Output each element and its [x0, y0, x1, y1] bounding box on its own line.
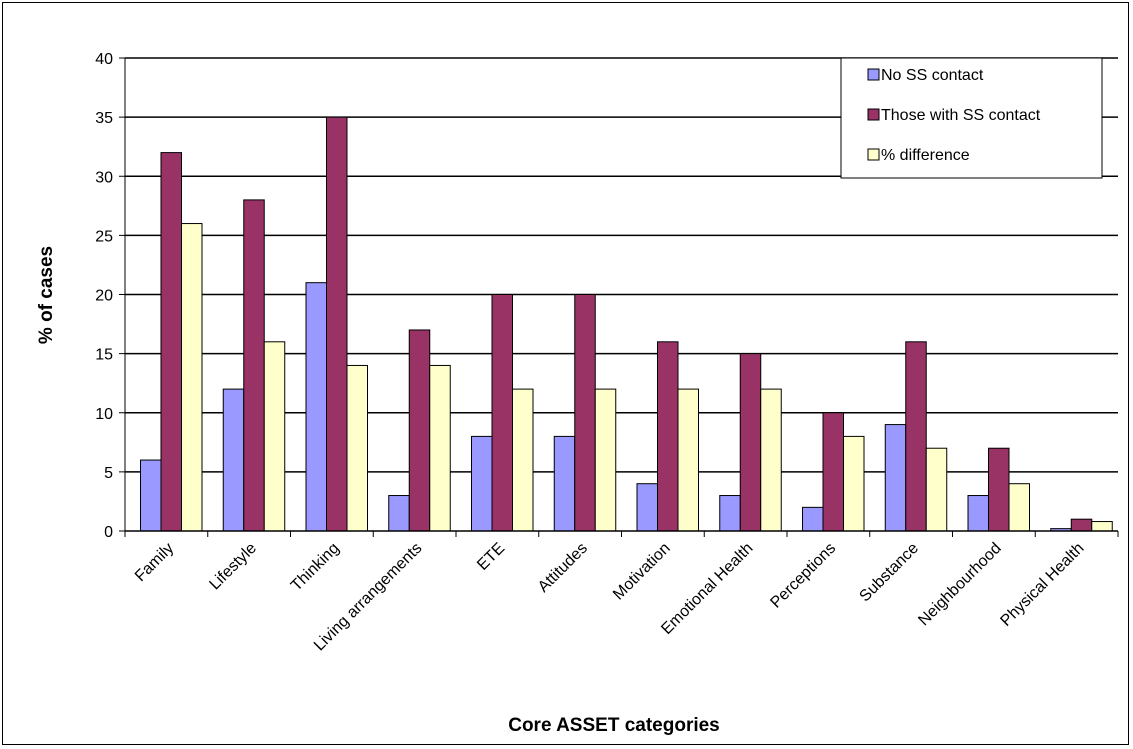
bar [905, 341, 927, 532]
x-tick-label: Motivation [610, 540, 674, 604]
bars [140, 116, 1113, 532]
bar [1070, 518, 1093, 532]
bar [346, 364, 368, 532]
bar [160, 152, 182, 532]
bar [925, 447, 948, 532]
x-tick-label: Substance [856, 540, 922, 606]
y-tick-label: 20 [95, 288, 113, 305]
bar [677, 388, 699, 532]
legend-label: Those with SS contact [881, 107, 1041, 124]
x-tick-label: Physical Health [997, 540, 1087, 630]
y-tick-label: 10 [95, 406, 113, 423]
x-tick-label: ETE [474, 540, 508, 574]
legend-box [840, 57, 1103, 179]
bar [1008, 483, 1030, 532]
x-tick-label: Lifestyle [206, 540, 260, 594]
x-tick-label: Family [132, 540, 177, 585]
y-tick-label: 15 [95, 347, 113, 364]
bar [760, 388, 782, 532]
legend-swatch [867, 108, 880, 121]
bar [140, 459, 162, 532]
bar [512, 388, 534, 532]
y-tick-label: 35 [95, 110, 113, 127]
y-tick-label: 40 [95, 51, 113, 68]
legend: No SS contact Those with SS contact % diff… [840, 57, 1103, 179]
y-tick-label: 30 [95, 169, 113, 186]
bar [243, 199, 265, 532]
bar [574, 294, 596, 532]
legend-label: No SS contact [881, 67, 984, 84]
bar [471, 435, 493, 532]
bar [553, 435, 576, 532]
bar [388, 495, 410, 532]
bar [263, 341, 286, 532]
x-tick-label: Attitudes [535, 540, 591, 596]
legend-swatch [867, 68, 880, 81]
x-tick-label: Perceptions [767, 540, 839, 612]
bar [429, 364, 451, 532]
bar [1091, 521, 1113, 532]
legend-label: % difference [881, 147, 970, 164]
x-axis-title: Core ASSET categories [508, 715, 720, 736]
x-tick-label: Neighbourhood [915, 540, 1004, 629]
bar [719, 495, 741, 532]
bar [657, 341, 679, 532]
bar [305, 282, 327, 532]
bar [222, 388, 245, 532]
bar [884, 424, 907, 532]
bar [408, 329, 431, 532]
y-tick-label: 0 [104, 524, 113, 541]
bar [491, 294, 513, 532]
bar [594, 388, 617, 532]
bar [181, 223, 203, 532]
y-axis-title: % of cases [36, 246, 57, 344]
bar [739, 353, 762, 532]
y-tick-label: 5 [104, 465, 113, 482]
bar [843, 435, 865, 532]
x-tick-label: Emotional Health [658, 540, 756, 638]
legend-swatch [867, 148, 880, 161]
bar [988, 447, 1010, 532]
y-tick-label: 25 [95, 228, 113, 245]
bar [967, 495, 989, 532]
bar [802, 506, 824, 532]
bar [326, 116, 348, 532]
x-tick-label: Thinking [288, 540, 343, 595]
bar [636, 483, 658, 532]
bar [822, 412, 844, 532]
